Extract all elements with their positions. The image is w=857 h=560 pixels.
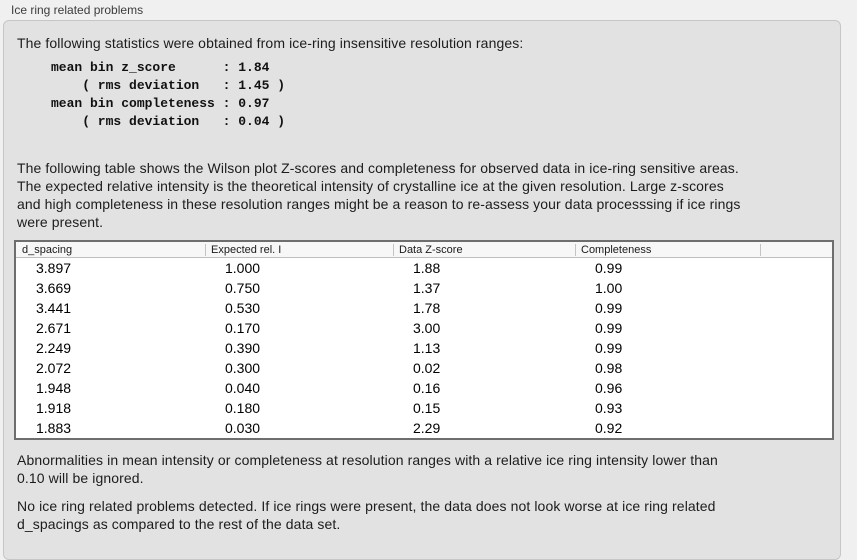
table-row[interactable]: 2.249 0.390 1.13 0.99 [16,338,832,358]
table-cell: 0.040 [225,380,261,396]
table-cell: 0.170 [225,320,261,336]
table-cell: 0.300 [225,360,261,376]
table-cell: 0.180 [225,400,261,416]
table-row[interactable]: 2.072 0.300 0.02 0.98 [16,358,832,378]
table-cell: 3.00 [413,320,441,336]
column-header[interactable]: Data Z-score [393,243,575,256]
table-cell: 0.99 [595,260,623,276]
table-cell: 0.93 [595,400,623,416]
intro-text: The following statistics were obtained f… [17,35,524,51]
ice-ring-panel: The following statistics were obtained f… [3,20,841,560]
table-cell: 3.897 [36,260,72,276]
table-body: 3.897 1.000 1.88 0.99 3.669 0.750 1.37 1.00 3.44… [16,258,832,438]
table-cell: 2.072 [36,360,72,376]
table-cell: 1.78 [413,300,441,316]
table-cell: 0.99 [595,300,623,316]
column-header[interactable]: d_spacing [22,243,73,256]
table-cell: 1.918 [36,400,72,416]
table-cell: 0.750 [225,280,261,296]
table-header-row: d_spacing Expected rel. I Data Z-score Comp… [16,242,832,258]
table-cell: 0.15 [413,400,441,416]
table-row[interactable]: 2.671 0.170 3.00 0.99 [16,318,832,338]
table-cell: 1.948 [36,380,72,396]
table-cell: 0.99 [595,320,623,336]
table-row[interactable]: 3.897 1.000 1.88 0.99 [16,258,832,278]
conclusion-text: No ice ring related problems detected. I… [17,498,716,532]
stats-block: mean bin z_score : 1.84 ( rms deviation … [51,60,286,129]
table-cell: 0.02 [413,360,441,376]
table-cell: 1.883 [36,420,72,436]
table-row[interactable]: 1.918 0.180 0.15 0.93 [16,398,832,418]
table-cell: 2.249 [36,340,72,356]
table-row[interactable]: 3.669 0.750 1.37 1.00 [16,278,832,298]
table-cell: 0.92 [595,420,623,436]
column-header[interactable]: Completeness [575,243,760,256]
table-row[interactable]: 1.883 0.030 2.29 0.92 [16,418,832,438]
table-row[interactable]: 3.441 0.530 1.78 0.99 [16,298,832,318]
panel-title: Ice ring related problems [11,3,144,17]
table-cell: 1.13 [413,340,441,356]
table-description: The following table shows the Wilson plo… [17,160,741,230]
table-cell: 1.00 [595,280,623,296]
table-cell: 0.030 [225,420,261,436]
ice-ring-table: d_spacing Expected rel. I Data Z-score Comp… [14,240,834,440]
table-row[interactable]: 1.948 0.040 0.16 0.96 [16,378,832,398]
column-header-filler [760,243,832,256]
table-cell: 1.000 [225,260,261,276]
table-cell: 1.88 [413,260,441,276]
table-cell: 3.669 [36,280,72,296]
table-cell: 0.98 [595,360,623,376]
table-cell: 2.29 [413,420,441,436]
table-cell: 0.99 [595,340,623,356]
table-cell: 0.530 [225,300,261,316]
column-header[interactable]: Expected rel. I [205,243,393,256]
table-cell: 1.37 [413,280,441,296]
table-cell: 0.390 [225,340,261,356]
table-cell: 2.671 [36,320,72,336]
table-cell: 0.96 [595,380,623,396]
ignore-note: Abnormalities in mean intensity or compl… [17,452,718,486]
table-cell: 3.441 [36,300,72,316]
table-cell: 0.16 [413,380,441,396]
